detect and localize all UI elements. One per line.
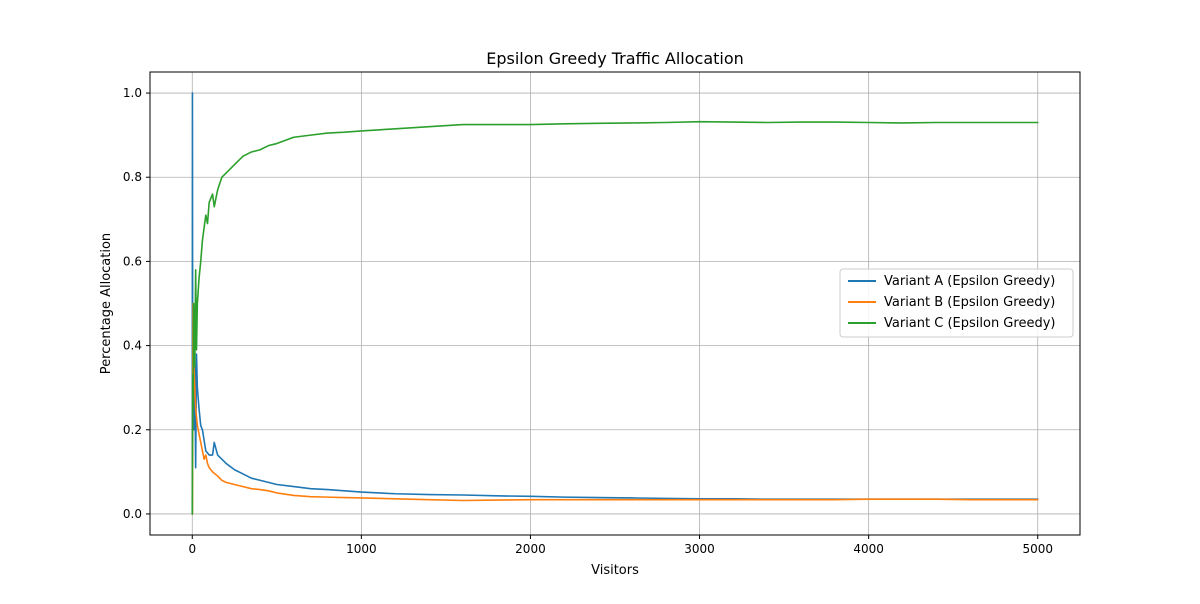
y-tick-label: 1.0 [123, 86, 142, 100]
chart-title: Epsilon Greedy Traffic Allocation [486, 49, 744, 68]
y-axis-label: Percentage Allocation [99, 233, 114, 374]
plot-frame [149, 71, 1081, 536]
y-tick-label: 0.6 [123, 254, 142, 268]
x-tick-label: 0 [188, 542, 196, 556]
legend-label: Variant A (Epsilon Greedy) [884, 274, 1055, 289]
x-tick-label: 5000 [1022, 542, 1053, 556]
axes: 0 1000 2000 3000 4000 5000 0.0 0.2 0.4 0.6 0.8 1.0 [123, 86, 1053, 556]
y-tick-label: 0.2 [123, 423, 142, 437]
y-tick-label: 0.4 [123, 339, 142, 353]
x-tick-label: 4000 [853, 542, 884, 556]
y-tick-label: 0.0 [123, 507, 142, 521]
plot-lines [191, 92, 1039, 515]
legend-label: Variant B (Epsilon Greedy) [884, 295, 1055, 310]
legend-label: Variant C (Epsilon Greedy) [884, 316, 1055, 331]
series-line-c [191, 120, 1039, 515]
x-axis-label: Visitors [591, 563, 639, 578]
grid [150, 72, 1080, 535]
legend: Variant A (Epsilon Greedy) Variant B (Eps… [839, 268, 1074, 338]
x-tick-label: 3000 [684, 542, 715, 556]
y-tick-label: 0.8 [123, 170, 142, 184]
legend-box [839, 268, 1074, 338]
series-line-b [191, 302, 1039, 515]
x-tick-label: 2000 [515, 542, 546, 556]
x-tick-label: 1000 [346, 542, 377, 556]
